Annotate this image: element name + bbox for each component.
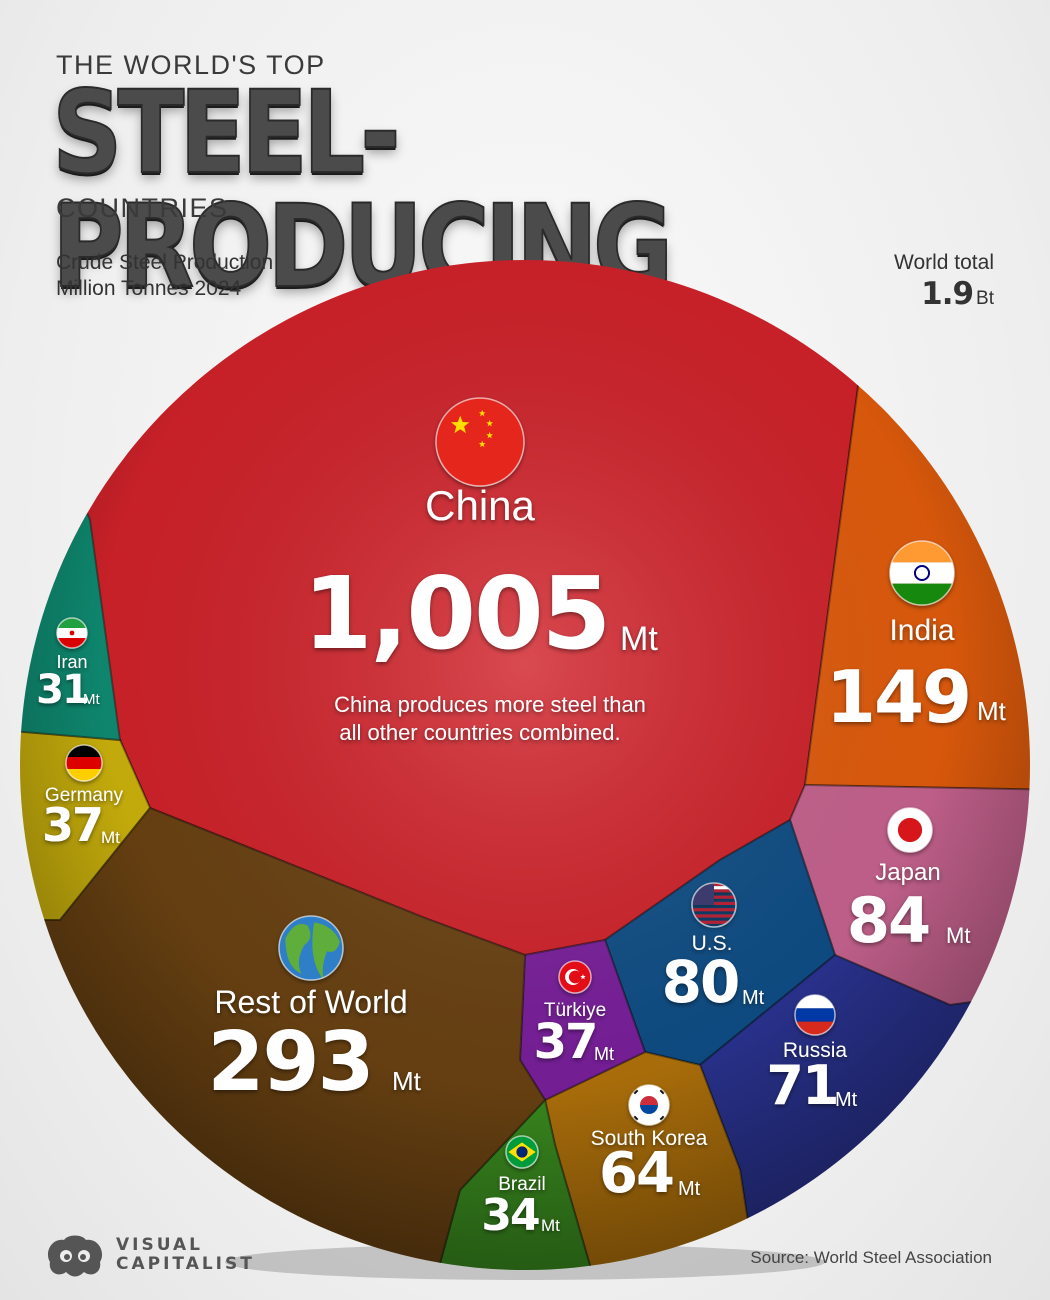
logo-line-1: VISUAL [116, 1235, 203, 1255]
name-iran: Iran [56, 652, 87, 672]
value-india: 149 [826, 655, 970, 739]
unit-u-s: Mt [742, 987, 765, 1009]
name-rest-of-world: Rest of World [214, 984, 407, 1020]
unit-iran: Mt [83, 691, 100, 708]
brazil-flag [506, 1136, 538, 1168]
china-annotation-line-2: all other countries combined. [339, 720, 620, 745]
label-group-u-s: U.S.80 Mt [662, 882, 765, 1016]
unit-india: Mt [977, 696, 1007, 726]
value-china: 1,005 [303, 555, 609, 672]
turkiye-flag [559, 961, 591, 993]
name-russia: Russia [783, 1039, 848, 1062]
globe-icon [279, 916, 343, 980]
value-japan: 84 [847, 884, 929, 957]
logo-line-2: CAPITALIST [116, 1254, 255, 1274]
unit-russia: Mt [835, 1089, 858, 1111]
iran-flag [57, 618, 87, 648]
unit-rest-of-world: Mt [392, 1066, 422, 1096]
name-india: India [889, 614, 954, 647]
value-brazil: 34 [481, 1190, 539, 1241]
value-iran: 31 [36, 667, 88, 713]
title-subtitle: COUNTRIES [56, 193, 229, 223]
name-japan: Japan [875, 859, 940, 886]
value-u-s: 80 [662, 948, 739, 1016]
value-germany: 37 [42, 798, 102, 852]
value-south-korea: 64 [599, 1141, 673, 1206]
china-annotation-line-1: China produces more steel than [334, 692, 646, 717]
china-flag [436, 398, 524, 486]
label-group-india: India 149 Mt [826, 540, 1007, 739]
logo-icon [47, 1235, 103, 1277]
unit-turkiye: Mt [594, 1044, 614, 1064]
unit-china: Mt [620, 620, 658, 658]
value-rest-of-world: 293 [207, 1015, 372, 1110]
name-turkiye: Türkiye [544, 1000, 606, 1021]
name-u-s: U.S. [692, 932, 733, 955]
india-flag [890, 541, 954, 605]
title-eyebrow: THE WORLD'S TOP [56, 50, 326, 80]
name-south-korea: South Korea [591, 1127, 708, 1150]
us-flag [692, 883, 736, 924]
unit-japan: Mt [946, 923, 970, 948]
japan-flag [888, 808, 932, 852]
label-group-china: China 1,005 Mt [303, 397, 658, 672]
value-turkiye: 37 [534, 1014, 597, 1070]
name-china: China [425, 482, 535, 529]
source-note: Source: World Steel Association [750, 1248, 992, 1267]
name-germany: Germany [45, 785, 124, 806]
name-brazil: Brazil [498, 1174, 546, 1195]
unit-south-korea: Mt [678, 1178, 701, 1200]
unit-germany: Mt [101, 828, 120, 847]
unit-brazil: Mt [541, 1216, 560, 1235]
value-russia: 71 [766, 1054, 837, 1117]
visual-capitalist-logo: VISUAL CAPITALIST [42, 1232, 255, 1278]
